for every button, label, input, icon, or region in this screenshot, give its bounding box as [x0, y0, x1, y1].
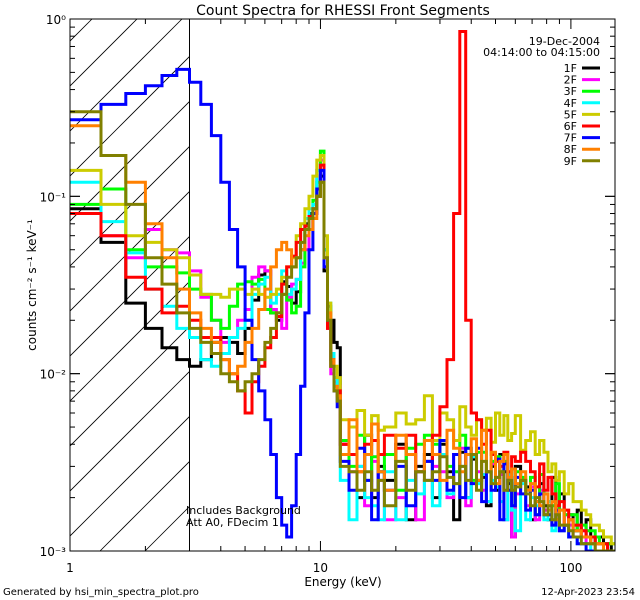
- hatch-line: [99, 460, 190, 551]
- series-group: [70, 30, 615, 551]
- hatch-line: [70, 370, 190, 492]
- x-tick-label: 10: [313, 561, 328, 575]
- hatch-line: [70, 55, 190, 177]
- y-tick-label: 10⁻¹: [40, 190, 67, 204]
- hatch-line: [70, 235, 190, 357]
- legend-label-9F: 9F: [564, 155, 577, 168]
- legend-label-3F: 3F: [564, 85, 577, 98]
- y-tick-label: 10⁻²: [40, 368, 67, 382]
- annotation-background: Includes Background: [186, 504, 301, 517]
- x-axis-label: Energy (keV): [304, 575, 381, 589]
- x-tick-label: 100: [559, 561, 582, 575]
- series-line-5F: [70, 154, 615, 546]
- series-line-9F: [70, 110, 615, 551]
- hatch-line: [70, 19, 183, 132]
- y-axis-label: counts cm⁻² s⁻¹ keV⁻¹: [25, 219, 39, 351]
- legend-label-2F: 2F: [564, 74, 577, 87]
- hatch-line: [70, 190, 190, 312]
- hatch-line: [70, 415, 190, 537]
- footer-timestamp: 12-Apr-2023 23:54: [541, 587, 635, 598]
- legend-label-5F: 5F: [564, 108, 577, 121]
- tick-group: 1 10 100 10⁰ 10⁻¹ 10⁻² 10⁻³: [40, 13, 615, 575]
- legend-label-7F: 7F: [564, 132, 577, 145]
- legend-label-8F: 8F: [564, 143, 577, 156]
- hatch-line: [70, 100, 190, 222]
- legend-label-6F: 6F: [564, 120, 577, 133]
- date-label: 19-Dec-2004: [529, 35, 600, 48]
- y-tick-label: 10⁰: [46, 13, 66, 27]
- time-range-label: 04:14:00 to 04:15:00: [483, 46, 600, 59]
- x-tick-label: 1: [66, 561, 74, 575]
- annotation-attenuator: Att A0, FDecim 1: [186, 516, 279, 529]
- legend-label-1F: 1F: [564, 62, 577, 75]
- legend-label-4F: 4F: [564, 97, 577, 110]
- hatch-lines: [70, 19, 190, 551]
- hatched-region: [70, 19, 190, 551]
- y-tick-label: 10⁻³: [40, 545, 67, 559]
- chart-title: Count Spectra for RHESSI Front Segments: [196, 3, 490, 19]
- hatch-line: [70, 280, 190, 402]
- plot-frame: [69, 18, 616, 552]
- footer-generated-by: Generated by hsi_min_spectra_plot.pro: [3, 587, 199, 598]
